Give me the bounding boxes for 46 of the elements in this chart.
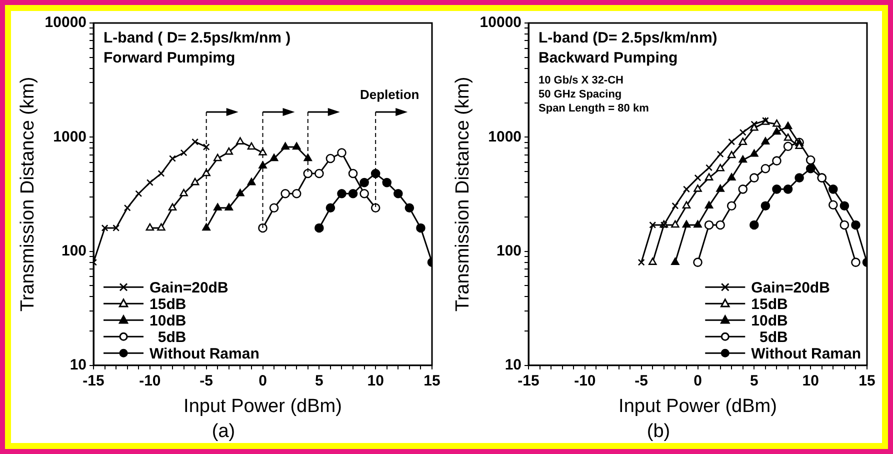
x-axis-title: Input Power (dBm) bbox=[618, 396, 777, 418]
legend-label: 10dB bbox=[751, 312, 788, 330]
x-tick-label: 5 bbox=[315, 372, 324, 390]
annotation: Backward Pumping bbox=[538, 50, 678, 67]
legend-label: 15dB bbox=[150, 296, 186, 313]
annotation: Span Length = 80 km bbox=[538, 102, 650, 115]
annotation: L-band (D= 2.5ps/km/nm) bbox=[538, 30, 718, 47]
y-axis-title: Transmission Distance (km) bbox=[18, 76, 39, 312]
x-tick-label: -15 bbox=[518, 372, 540, 390]
text: (b) bbox=[646, 420, 670, 442]
y-tick-label: 1000 bbox=[488, 128, 522, 146]
y-tick-label: 10 bbox=[70, 356, 87, 374]
y-tick-label: 10000 bbox=[44, 14, 87, 32]
x-tick-label: 15 bbox=[424, 372, 440, 390]
legend-label: Gain=20dB bbox=[150, 279, 228, 296]
ref-line-label: Depletion bbox=[360, 87, 420, 102]
y-tick-label: 10000 bbox=[480, 14, 522, 32]
legend-label: 15dB bbox=[751, 296, 788, 313]
legend-label: 5dB bbox=[150, 328, 186, 346]
legend-label: 10dB bbox=[150, 312, 186, 330]
legend-label: 5dB bbox=[751, 328, 788, 346]
x-axis-title: Input Power (dBm) bbox=[184, 396, 342, 418]
x-tick-label: -5 bbox=[634, 372, 648, 390]
legend-label: Without Raman bbox=[150, 345, 260, 362]
text: (a) bbox=[212, 420, 236, 442]
x-tick-label: 0 bbox=[258, 372, 267, 390]
x-tick-label: -15 bbox=[82, 372, 104, 390]
x-tick-label: 10 bbox=[367, 372, 384, 390]
x-tick-label: 10 bbox=[802, 372, 819, 390]
y-tick-label: 10 bbox=[504, 356, 522, 374]
x-tick-label: -10 bbox=[139, 372, 161, 390]
x-tick-label: -10 bbox=[574, 372, 596, 390]
annotation: 50 GHz Spacing bbox=[538, 88, 622, 101]
legend-label: Without Raman bbox=[751, 345, 862, 362]
annotation: Forward Pumpimg bbox=[104, 50, 236, 67]
annotation: L-band ( D= 2.5ps/km/nm ) bbox=[104, 30, 291, 47]
annotation: 10 Gb/s X 32-CH bbox=[538, 74, 624, 87]
x-tick-label: -5 bbox=[200, 372, 214, 390]
x-tick-label: 15 bbox=[858, 372, 876, 390]
x-tick-label: 0 bbox=[694, 372, 702, 390]
y-tick-label: 1000 bbox=[53, 128, 87, 146]
x-tick-label: 5 bbox=[750, 372, 758, 390]
y-tick-label: 100 bbox=[61, 242, 87, 260]
y-tick-label: 100 bbox=[496, 242, 522, 260]
y-axis-title: Transmission Distance (km) bbox=[452, 76, 474, 312]
legend-label: Gain=20dB bbox=[751, 279, 830, 296]
